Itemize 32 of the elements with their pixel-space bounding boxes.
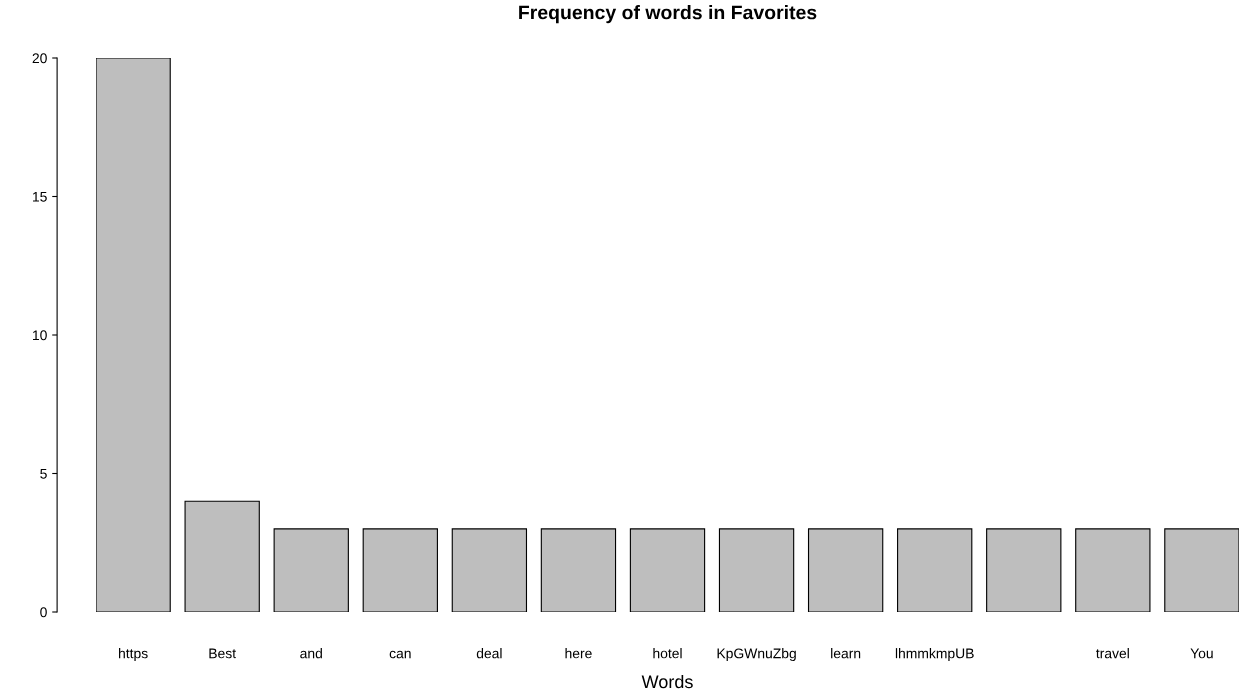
bar [807,528,884,612]
x-tick-label: https [119,648,148,662]
y-tick-label: 0 [40,607,47,618]
x-tick-label: can [389,650,411,659]
bar [451,528,528,612]
y-tick-label: 5 [40,468,47,479]
bar [1075,528,1151,612]
bar [629,528,706,612]
bar [273,528,349,612]
x-tick-label: travel [1096,648,1129,659]
y-tick-label: 15 [33,191,47,202]
bar [986,528,1062,612]
y-tick-label: 10 [33,330,47,341]
x-axis-title: Words [641,674,693,689]
bar [362,528,438,612]
x-tick-label: and [300,648,322,659]
x-tick-label: KpGWnuZbg [717,648,796,662]
x-tick-label: You [1190,648,1213,659]
x-tick-label: deal [476,648,502,659]
bar [1164,528,1239,612]
y-tick-label: 20 [32,53,47,64]
bar [540,528,617,612]
x-tick-label: Best [209,648,236,659]
x-tick-label: hotel [653,648,682,659]
bar [897,528,973,612]
x-tick-label: here [565,648,592,659]
bar [96,58,171,612]
bar [184,500,260,612]
chart-title: Frequency of words in Favorites [519,5,817,24]
x-tick-label: lhmmkmpUB [895,648,974,662]
x-tick-label: learn [831,648,861,659]
bar [718,528,795,612]
